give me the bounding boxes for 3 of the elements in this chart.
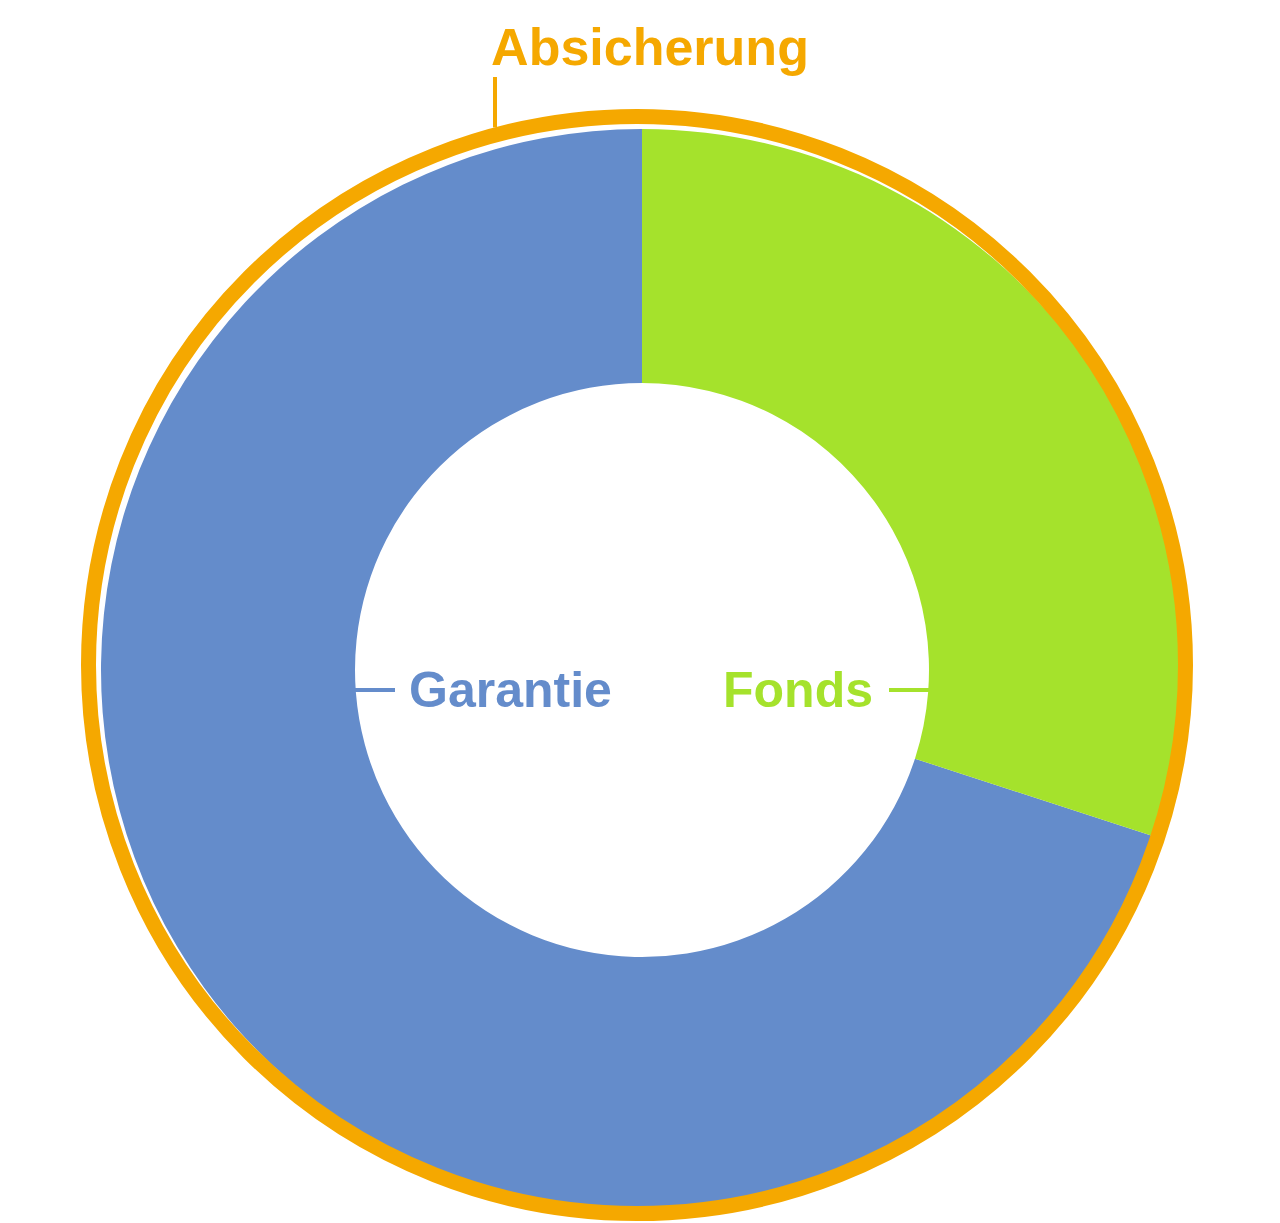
slice-label: Garantie — [409, 662, 612, 718]
text: Absicherung — [491, 18, 809, 76]
slice-label: Fonds — [723, 662, 873, 718]
